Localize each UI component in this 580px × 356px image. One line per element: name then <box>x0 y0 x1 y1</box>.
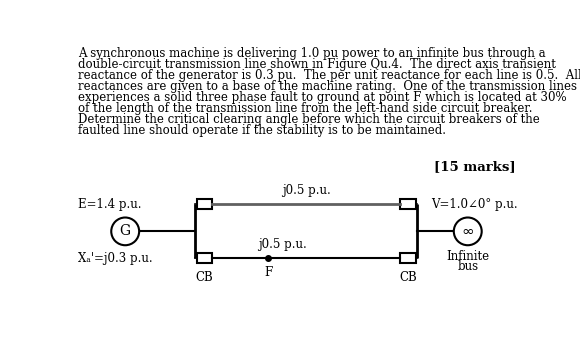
Text: CB: CB <box>195 271 213 284</box>
Text: Xₐ'=j0.3 p.u.: Xₐ'=j0.3 p.u. <box>78 252 153 265</box>
Text: bus: bus <box>457 260 478 273</box>
FancyBboxPatch shape <box>197 199 212 209</box>
Text: [15 marks]: [15 marks] <box>434 161 516 173</box>
Text: faulted line should operate if the stability is to be maintained.: faulted line should operate if the stabi… <box>78 124 446 137</box>
FancyBboxPatch shape <box>197 253 212 263</box>
Text: V=1.0∠0° p.u.: V=1.0∠0° p.u. <box>431 198 517 211</box>
Text: $\infty$: $\infty$ <box>461 224 474 239</box>
Text: G: G <box>119 224 130 239</box>
Text: of the length of the transmission line from the left-hand side circuit breaker.: of the length of the transmission line f… <box>78 102 532 115</box>
Text: F: F <box>264 266 273 279</box>
Text: reactance of the generator is 0.3 pu.  The per unit reactance for each line is 0: reactance of the generator is 0.3 pu. Th… <box>78 69 580 82</box>
Circle shape <box>111 218 139 245</box>
Text: experiences a solid three phase fault to ground at point F which is located at 3: experiences a solid three phase fault to… <box>78 91 567 104</box>
Text: reactances are given to a base of the machine rating.  One of the transmission l: reactances are given to a base of the ma… <box>78 80 577 93</box>
Text: Infinite: Infinite <box>446 250 490 263</box>
Text: double-circuit transmission line shown in Figure Qu.4.  The direct axis transien: double-circuit transmission line shown i… <box>78 58 556 71</box>
Text: CB: CB <box>399 271 417 284</box>
Text: j0.5 p.u.: j0.5 p.u. <box>259 237 307 251</box>
Circle shape <box>454 218 482 245</box>
Text: E=1.4 p.u.: E=1.4 p.u. <box>78 198 142 211</box>
FancyBboxPatch shape <box>400 199 416 209</box>
Text: A synchronous machine is delivering 1.0 pu power to an infinite bus through a: A synchronous machine is delivering 1.0 … <box>78 47 546 60</box>
Text: Determine the critical clearing angle before which the circuit breakers of the: Determine the critical clearing angle be… <box>78 113 539 126</box>
Text: j0.5 p.u.: j0.5 p.u. <box>282 184 331 197</box>
FancyBboxPatch shape <box>400 253 416 263</box>
